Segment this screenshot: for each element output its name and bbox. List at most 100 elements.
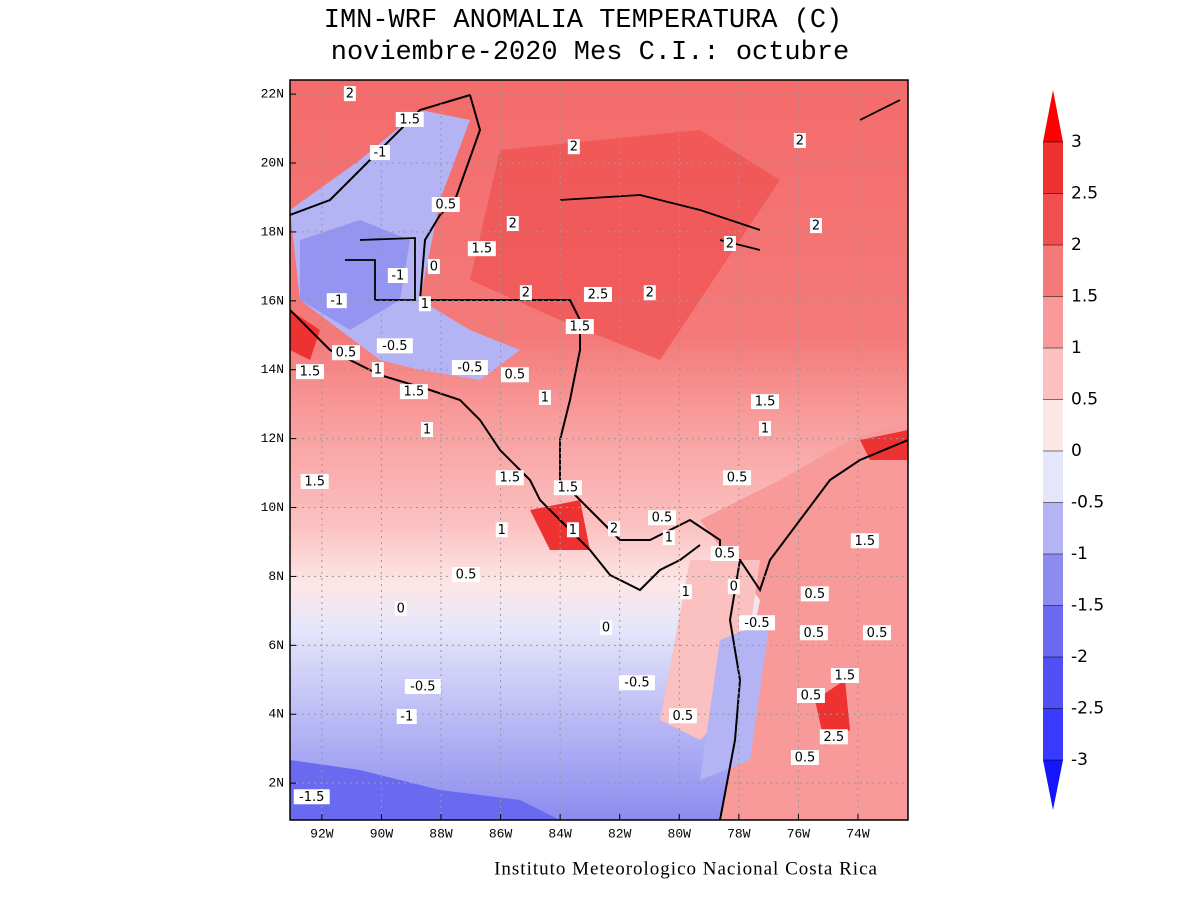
contour-label-box bbox=[326, 293, 347, 309]
contour-label: 2 bbox=[812, 219, 820, 234]
x-tick-label: 84W bbox=[548, 826, 572, 841]
colorbar-band bbox=[1043, 708, 1063, 760]
colorbar-label: 1 bbox=[1071, 338, 1082, 358]
contour-label: 0.5 bbox=[672, 709, 693, 724]
contour-label: 0.5 bbox=[652, 511, 673, 526]
contour-label: 2.5 bbox=[588, 287, 609, 302]
contour-label-box bbox=[599, 620, 612, 636]
map-frame bbox=[289, 79, 909, 821]
colorbar-label: -3 bbox=[1071, 750, 1088, 770]
contour-label-box bbox=[723, 470, 752, 486]
x-tick-label: 92W bbox=[310, 826, 334, 841]
colorbar-label: -0.5 bbox=[1071, 493, 1104, 513]
contour-label: 2 bbox=[646, 286, 654, 301]
contour-label-box bbox=[376, 338, 413, 354]
contour-label-box bbox=[396, 708, 417, 724]
contour-label-box bbox=[369, 145, 390, 161]
contour-label-box bbox=[566, 522, 579, 538]
x-tick-label: 88W bbox=[429, 826, 453, 841]
credit: Instituto Meteorologico Nacional Costa R… bbox=[494, 858, 878, 879]
contour-label: 1 bbox=[498, 523, 506, 538]
contour-label-box bbox=[751, 394, 780, 410]
colorbar-band bbox=[1043, 193, 1063, 245]
contour-label: 1.5 bbox=[854, 534, 875, 549]
contour-label-box bbox=[647, 510, 676, 526]
contour-label: -1 bbox=[400, 709, 413, 724]
contour-label: 2 bbox=[610, 522, 618, 537]
colorbar-band bbox=[1043, 142, 1063, 194]
contour-label-box bbox=[799, 625, 828, 641]
contour-label-box bbox=[723, 235, 736, 251]
contour-label: 1.5 bbox=[499, 471, 520, 486]
contour-label: 1.5 bbox=[471, 242, 492, 257]
contour-label: 1.5 bbox=[304, 475, 325, 490]
colorbar-band bbox=[1043, 399, 1063, 451]
contour-label-box bbox=[519, 285, 532, 301]
colorbar-arrow-low bbox=[1043, 760, 1063, 810]
contour-label: 1 bbox=[665, 531, 673, 546]
contour-label: -0.5 bbox=[410, 680, 435, 695]
contour-label: -1 bbox=[391, 269, 404, 284]
contour-label-box bbox=[738, 615, 775, 631]
contour-label-box bbox=[343, 86, 356, 102]
contour-label-box bbox=[387, 268, 408, 284]
contour-label-box bbox=[819, 729, 848, 745]
contour-label: -0.5 bbox=[382, 339, 407, 354]
contour-label-box bbox=[506, 216, 519, 232]
contour-label: 0 bbox=[430, 260, 438, 275]
contour-label: 1.5 bbox=[404, 385, 425, 400]
contour-label-box bbox=[538, 389, 551, 405]
y-tick-label: 18N bbox=[261, 224, 284, 239]
contour-label-box bbox=[668, 708, 697, 724]
axes: 92W 90W 88W 86W 84W 82W 80W 78W 76W 74W2N4N6N8N10… bbox=[261, 87, 870, 842]
contour-label-box bbox=[565, 319, 594, 335]
colorbar-label: 0.5 bbox=[1071, 390, 1098, 410]
contour-label-box bbox=[451, 360, 488, 376]
colorbar-band bbox=[1043, 451, 1063, 503]
colorbar-label: -1.5 bbox=[1071, 596, 1104, 616]
contour-label-box bbox=[399, 384, 428, 400]
contour-label-box bbox=[800, 586, 829, 602]
y-tick-label: 22N bbox=[261, 87, 284, 102]
colorbar-label: 0 bbox=[1071, 441, 1082, 461]
contour-label: 0.5 bbox=[867, 626, 888, 641]
contour-label-box bbox=[371, 362, 384, 378]
contour-label-box bbox=[427, 259, 440, 275]
contour-label-box bbox=[583, 286, 612, 302]
y-tick-label: 16N bbox=[261, 293, 284, 308]
y-tick-label: 10N bbox=[261, 500, 284, 515]
contour-label: -0.5 bbox=[624, 676, 649, 691]
contour-label-box bbox=[495, 522, 508, 538]
contour-label-box bbox=[467, 241, 496, 257]
colorbar-label: 2.5 bbox=[1071, 184, 1098, 204]
colorbar-label: 3 bbox=[1071, 132, 1082, 152]
contour-label: 0.5 bbox=[505, 368, 526, 383]
contour-label: -1 bbox=[330, 294, 343, 309]
contour-label: 2 bbox=[796, 133, 804, 148]
x-tick-label: 74W bbox=[846, 826, 870, 841]
colorbar-arrow-high bbox=[1043, 90, 1063, 142]
contour-label: 0.5 bbox=[714, 547, 735, 562]
contour-labels: 2 1.5 -1 2 2 0.5 2 2 1.5 2 -1 0 -1 1 2 2.5 2 1.5 0.5 -0.5 -0… bbox=[293, 86, 892, 805]
colorbar-label: -2 bbox=[1071, 647, 1088, 667]
contour-label-box bbox=[790, 749, 819, 765]
contour-label-box bbox=[495, 470, 524, 486]
contour-label: 2 bbox=[726, 236, 734, 251]
contour-label: 0.5 bbox=[804, 587, 825, 602]
contour-label: 0.5 bbox=[727, 471, 748, 486]
anomaly-field: 2 1.5 -1 2 2 0.5 2 2 1.5 2 -1 0 -1 1 2 2.5 2 1.5 0.5 -0.5 -0… bbox=[290, 80, 908, 820]
contour-label-box bbox=[300, 474, 329, 490]
contour-label: -1.5 bbox=[299, 790, 324, 805]
contour-label: 1 bbox=[761, 421, 769, 436]
contour-label-box bbox=[793, 132, 806, 148]
contour-label-box bbox=[727, 579, 740, 595]
colorbar-label: 2 bbox=[1071, 235, 1082, 255]
colorbar-band bbox=[1043, 657, 1063, 709]
colorbar-band bbox=[1043, 605, 1063, 657]
contour-label-box bbox=[500, 367, 529, 383]
x-tick-label: 90W bbox=[370, 826, 394, 841]
colorbar-band bbox=[1043, 296, 1063, 348]
contour-label: 1 bbox=[541, 390, 549, 405]
